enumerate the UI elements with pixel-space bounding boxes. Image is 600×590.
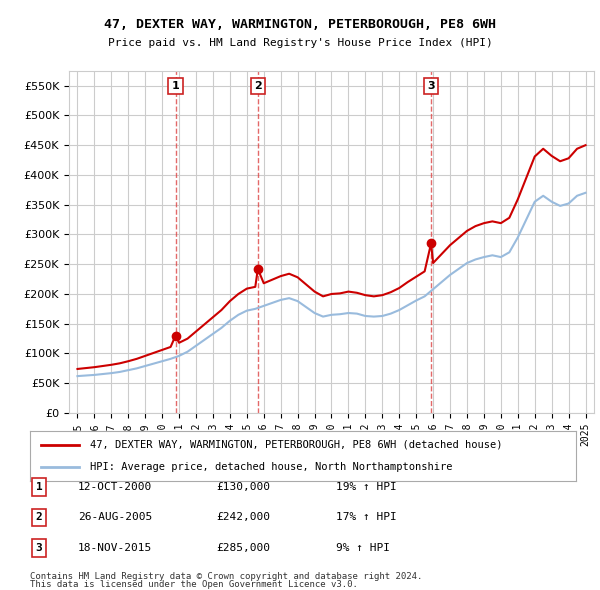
Text: £285,000: £285,000: [216, 543, 270, 553]
Text: 1: 1: [172, 81, 179, 91]
Text: Price paid vs. HM Land Registry's House Price Index (HPI): Price paid vs. HM Land Registry's House …: [107, 38, 493, 48]
Text: 3: 3: [427, 81, 435, 91]
Text: HPI: Average price, detached house, North Northamptonshire: HPI: Average price, detached house, Nort…: [90, 462, 452, 472]
Text: 12-OCT-2000: 12-OCT-2000: [78, 482, 152, 491]
Text: This data is licensed under the Open Government Licence v3.0.: This data is licensed under the Open Gov…: [30, 580, 358, 589]
Text: 9% ↑ HPI: 9% ↑ HPI: [336, 543, 390, 553]
Text: £242,000: £242,000: [216, 513, 270, 522]
Text: £130,000: £130,000: [216, 482, 270, 491]
Text: 26-AUG-2005: 26-AUG-2005: [78, 513, 152, 522]
Text: 2: 2: [254, 81, 262, 91]
Text: 2: 2: [35, 513, 43, 522]
Text: 47, DEXTER WAY, WARMINGTON, PETERBOROUGH, PE8 6WH (detached house): 47, DEXTER WAY, WARMINGTON, PETERBOROUGH…: [90, 440, 503, 450]
Text: Contains HM Land Registry data © Crown copyright and database right 2024.: Contains HM Land Registry data © Crown c…: [30, 572, 422, 581]
Text: 1: 1: [35, 482, 43, 491]
Text: 18-NOV-2015: 18-NOV-2015: [78, 543, 152, 553]
Text: 17% ↑ HPI: 17% ↑ HPI: [336, 513, 397, 522]
Text: 3: 3: [35, 543, 43, 553]
Text: 47, DEXTER WAY, WARMINGTON, PETERBOROUGH, PE8 6WH: 47, DEXTER WAY, WARMINGTON, PETERBOROUGH…: [104, 18, 496, 31]
Text: 19% ↑ HPI: 19% ↑ HPI: [336, 482, 397, 491]
